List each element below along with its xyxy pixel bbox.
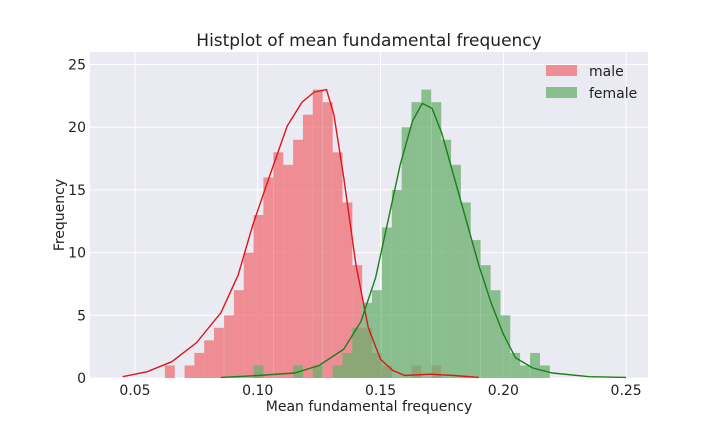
bar-male [352, 265, 363, 378]
y-axis-ticks: 0 5 10 15 20 25 [68, 58, 86, 387]
kde-line-male [122, 88, 479, 379]
bar-female [520, 365, 530, 378]
bar-female [342, 352, 353, 378]
bar-male [312, 89, 323, 378]
y-tick-label: 15 [68, 183, 86, 199]
bar-female [382, 227, 392, 378]
bar-female [480, 265, 491, 378]
bar-male [194, 352, 205, 378]
y-tick-label: 20 [68, 120, 86, 136]
bar-male [293, 139, 303, 378]
female-histogram-bars [253, 89, 550, 379]
y-tick-label: 5 [77, 308, 86, 324]
bar-male [322, 102, 333, 379]
bar-male [214, 327, 224, 378]
bar-male [224, 315, 234, 378]
bar-male [184, 365, 195, 378]
y-tick-label: 25 [68, 58, 86, 74]
bar-female [460, 202, 471, 378]
bar-male [273, 152, 284, 378]
bar-female [500, 315, 511, 378]
bar-male [332, 152, 343, 378]
bar-male [263, 177, 274, 378]
bar-female [510, 352, 521, 378]
x-axis-ticks: 0.05 0.10 0.15 0.20 0.25 [119, 383, 641, 399]
chart-title: Histplot of mean fundamental frequency [196, 31, 541, 51]
bar-male [342, 202, 353, 378]
bar-male [204, 340, 215, 378]
bar-female [312, 365, 323, 378]
bar-male [283, 164, 294, 378]
bar-female [391, 189, 402, 378]
grid-lines [90, 52, 648, 379]
y-tick-label: 10 [68, 246, 86, 262]
bar-female [451, 164, 461, 378]
bar-male [243, 252, 254, 378]
bar-female [530, 352, 540, 378]
bar-male [233, 290, 244, 378]
x-tick-label: 0.10 [242, 383, 273, 399]
kde-curves [122, 88, 627, 379]
bar-male [302, 114, 313, 378]
bar-female [421, 89, 432, 378]
legend-label-female: female [589, 86, 637, 102]
bar-female [411, 102, 422, 379]
y-tick-label: 0 [77, 371, 86, 387]
bar-female [332, 365, 343, 378]
kde-line-female [220, 102, 627, 379]
x-tick-label: 0.20 [488, 383, 519, 399]
bar-male [164, 365, 175, 378]
legend-swatch-male [546, 65, 577, 76]
x-tick-label: 0.05 [119, 383, 150, 399]
x-tick-label: 0.15 [365, 383, 396, 399]
x-axis-label: Mean fundamental frequency [266, 399, 473, 415]
legend: male female [546, 64, 637, 102]
bar-female [371, 290, 382, 378]
bar-male [253, 215, 264, 378]
bar-female [431, 102, 442, 379]
bar-female [470, 240, 481, 378]
bar-female [441, 139, 452, 378]
bar-female [490, 290, 501, 378]
x-tick-label: 0.25 [611, 383, 642, 399]
y-axis-label: Frequency [52, 179, 68, 251]
legend-swatch-female [546, 87, 577, 98]
bar-female [253, 365, 264, 378]
bar-female [362, 302, 372, 378]
bar-female [352, 327, 363, 378]
legend-label-male: male [589, 64, 624, 80]
bar-female [401, 127, 412, 378]
